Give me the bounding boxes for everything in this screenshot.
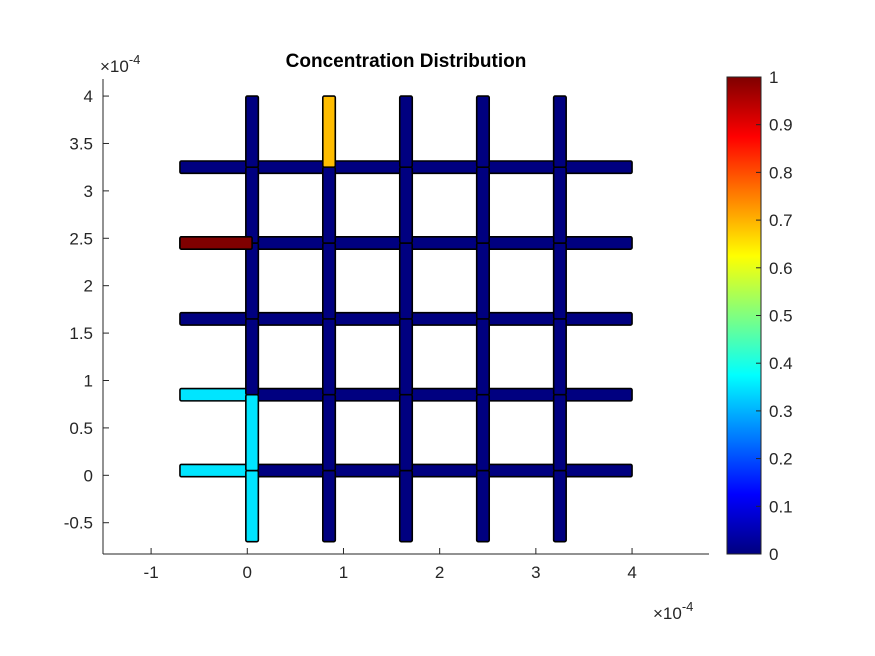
channel-segment-5: [559, 160, 633, 175]
y-tick-label: 0: [84, 466, 93, 485]
channel-segment-20: [328, 387, 407, 402]
channel-segment-0: [179, 160, 253, 175]
x-tick-label: 1: [339, 563, 348, 582]
channel-segment-30: [245, 469, 260, 543]
y-tick-label: 2: [84, 277, 93, 296]
colorbar-tick-label: 0: [769, 545, 778, 564]
colorbar-tick-label: 0.4: [769, 354, 793, 373]
chart-title: Concentration Distribution: [286, 51, 527, 72]
colorbar-bar: [726, 76, 762, 555]
channel-segment-12: [179, 311, 253, 326]
colorbar: 0 0.1 0.2 0.3 0.4 0.5 0.6 0.7 0.8 0.9 1: [726, 68, 793, 564]
channel-segment-37: [321, 393, 337, 472]
channel-segment-45: [398, 242, 414, 320]
channel-segment-9: [405, 236, 484, 250]
channel-segment-7: [251, 236, 330, 250]
channel-segment-29: [559, 463, 633, 478]
channel-segment-33: [245, 242, 260, 320]
colorbar-tick-label: 0.1: [769, 497, 793, 516]
y-tick-label: 3.5: [69, 134, 93, 153]
channel-segment-42: [398, 469, 414, 543]
channel-segment-35: [245, 95, 260, 168]
channel-segment-50: [475, 318, 491, 396]
y-tick-label: 4: [84, 87, 93, 106]
channel-segment-53: [475, 95, 491, 168]
y-tick-label: 1.5: [69, 324, 93, 343]
colorbar-tick-label: 0.8: [769, 163, 793, 182]
channel-segment-13: [251, 311, 330, 326]
channel-segment-34: [245, 166, 260, 244]
channel-segment-27: [405, 463, 484, 478]
x-scale-exponent: -4: [682, 599, 694, 614]
channel-segment-23: [559, 387, 633, 402]
channel-segment-3: [405, 160, 484, 175]
x-scale-base: ×10: [653, 604, 682, 623]
channel-segment-39: [321, 242, 337, 320]
channel-segment-41: [321, 95, 337, 168]
channel-segment-48: [475, 469, 491, 543]
colorbar-tick-label: 0.3: [769, 402, 793, 421]
channel-segment-59: [552, 95, 567, 168]
y-tick-label: 0.5: [69, 419, 93, 438]
colorbar-tick-label: 0.9: [769, 116, 793, 135]
channel-segment-49: [475, 393, 491, 472]
channel-segment-43: [398, 393, 414, 472]
channel-segment-58: [552, 166, 567, 244]
channel-segment-54: [552, 469, 567, 543]
y-scale-exponent: -4: [129, 52, 141, 67]
channel-segment-47: [398, 95, 414, 168]
channel-segment-38: [321, 318, 337, 396]
channel-segment-57: [552, 242, 567, 320]
x-tick-label: 3: [531, 563, 540, 582]
y-tick-label: 1: [84, 371, 93, 390]
channel-segment-11: [559, 236, 633, 250]
channel-segments: [179, 95, 633, 543]
channel-segment-4: [482, 160, 561, 175]
y-tick-label: -0.5: [64, 514, 93, 533]
axes: -1 0 1 2 3 4 -0.5 0 0.5 1 1.5 2 2.5 3 3.5 4: [64, 79, 709, 582]
channel-segment-18: [179, 387, 253, 402]
colorbar-tick-label: 1: [769, 68, 778, 87]
y-tick-label: 3: [84, 182, 93, 201]
channel-segment-46: [398, 166, 414, 244]
channel-segment-14: [328, 311, 407, 326]
channel-segment-44: [398, 318, 414, 396]
channel-segment-16: [482, 311, 561, 326]
channel-segment-28: [482, 463, 561, 478]
channel-segment-55: [552, 393, 567, 472]
channel-segment-8: [328, 236, 407, 250]
channel-segment-1: [251, 160, 330, 175]
channel-segment-21: [405, 387, 484, 402]
channel-segment-51: [475, 242, 491, 320]
channel-segment-10: [482, 236, 561, 250]
channel-segment-2: [328, 160, 407, 175]
channel-segment-15: [405, 311, 484, 326]
channel-segment-32: [245, 318, 260, 396]
x-tick-label: 0: [243, 563, 252, 582]
colorbar-tick-label: 0.2: [769, 450, 793, 469]
channel-segment-25: [251, 463, 330, 478]
colorbar-tick-label: 0.6: [769, 259, 793, 278]
colorbar-tick-label: 0.7: [769, 211, 793, 230]
y-scale-base: ×10: [100, 57, 129, 76]
channel-segment-36: [321, 469, 337, 543]
channel-segment-26: [328, 463, 407, 478]
colorbar-tick-label: 0.5: [769, 307, 793, 326]
channel-segment-17: [559, 311, 633, 326]
channel-segment-22: [482, 387, 561, 402]
y-axis-scale-factor: ×10-4: [100, 52, 140, 76]
x-tick-label: -1: [144, 563, 159, 582]
x-axis-scale-factor: ×10-4: [653, 599, 693, 623]
channel-segment-60: [179, 236, 253, 250]
channel-segment-24: [179, 463, 253, 478]
y-tick-label: 2.5: [69, 229, 93, 248]
x-tick-label: 4: [627, 563, 636, 582]
channel-segment-52: [475, 166, 491, 244]
channel-segment-31: [245, 393, 260, 472]
x-tick-label: 2: [435, 563, 444, 582]
channel-segment-56: [552, 318, 567, 396]
channel-segment-19: [251, 387, 330, 402]
channel-segment-40: [321, 166, 337, 244]
